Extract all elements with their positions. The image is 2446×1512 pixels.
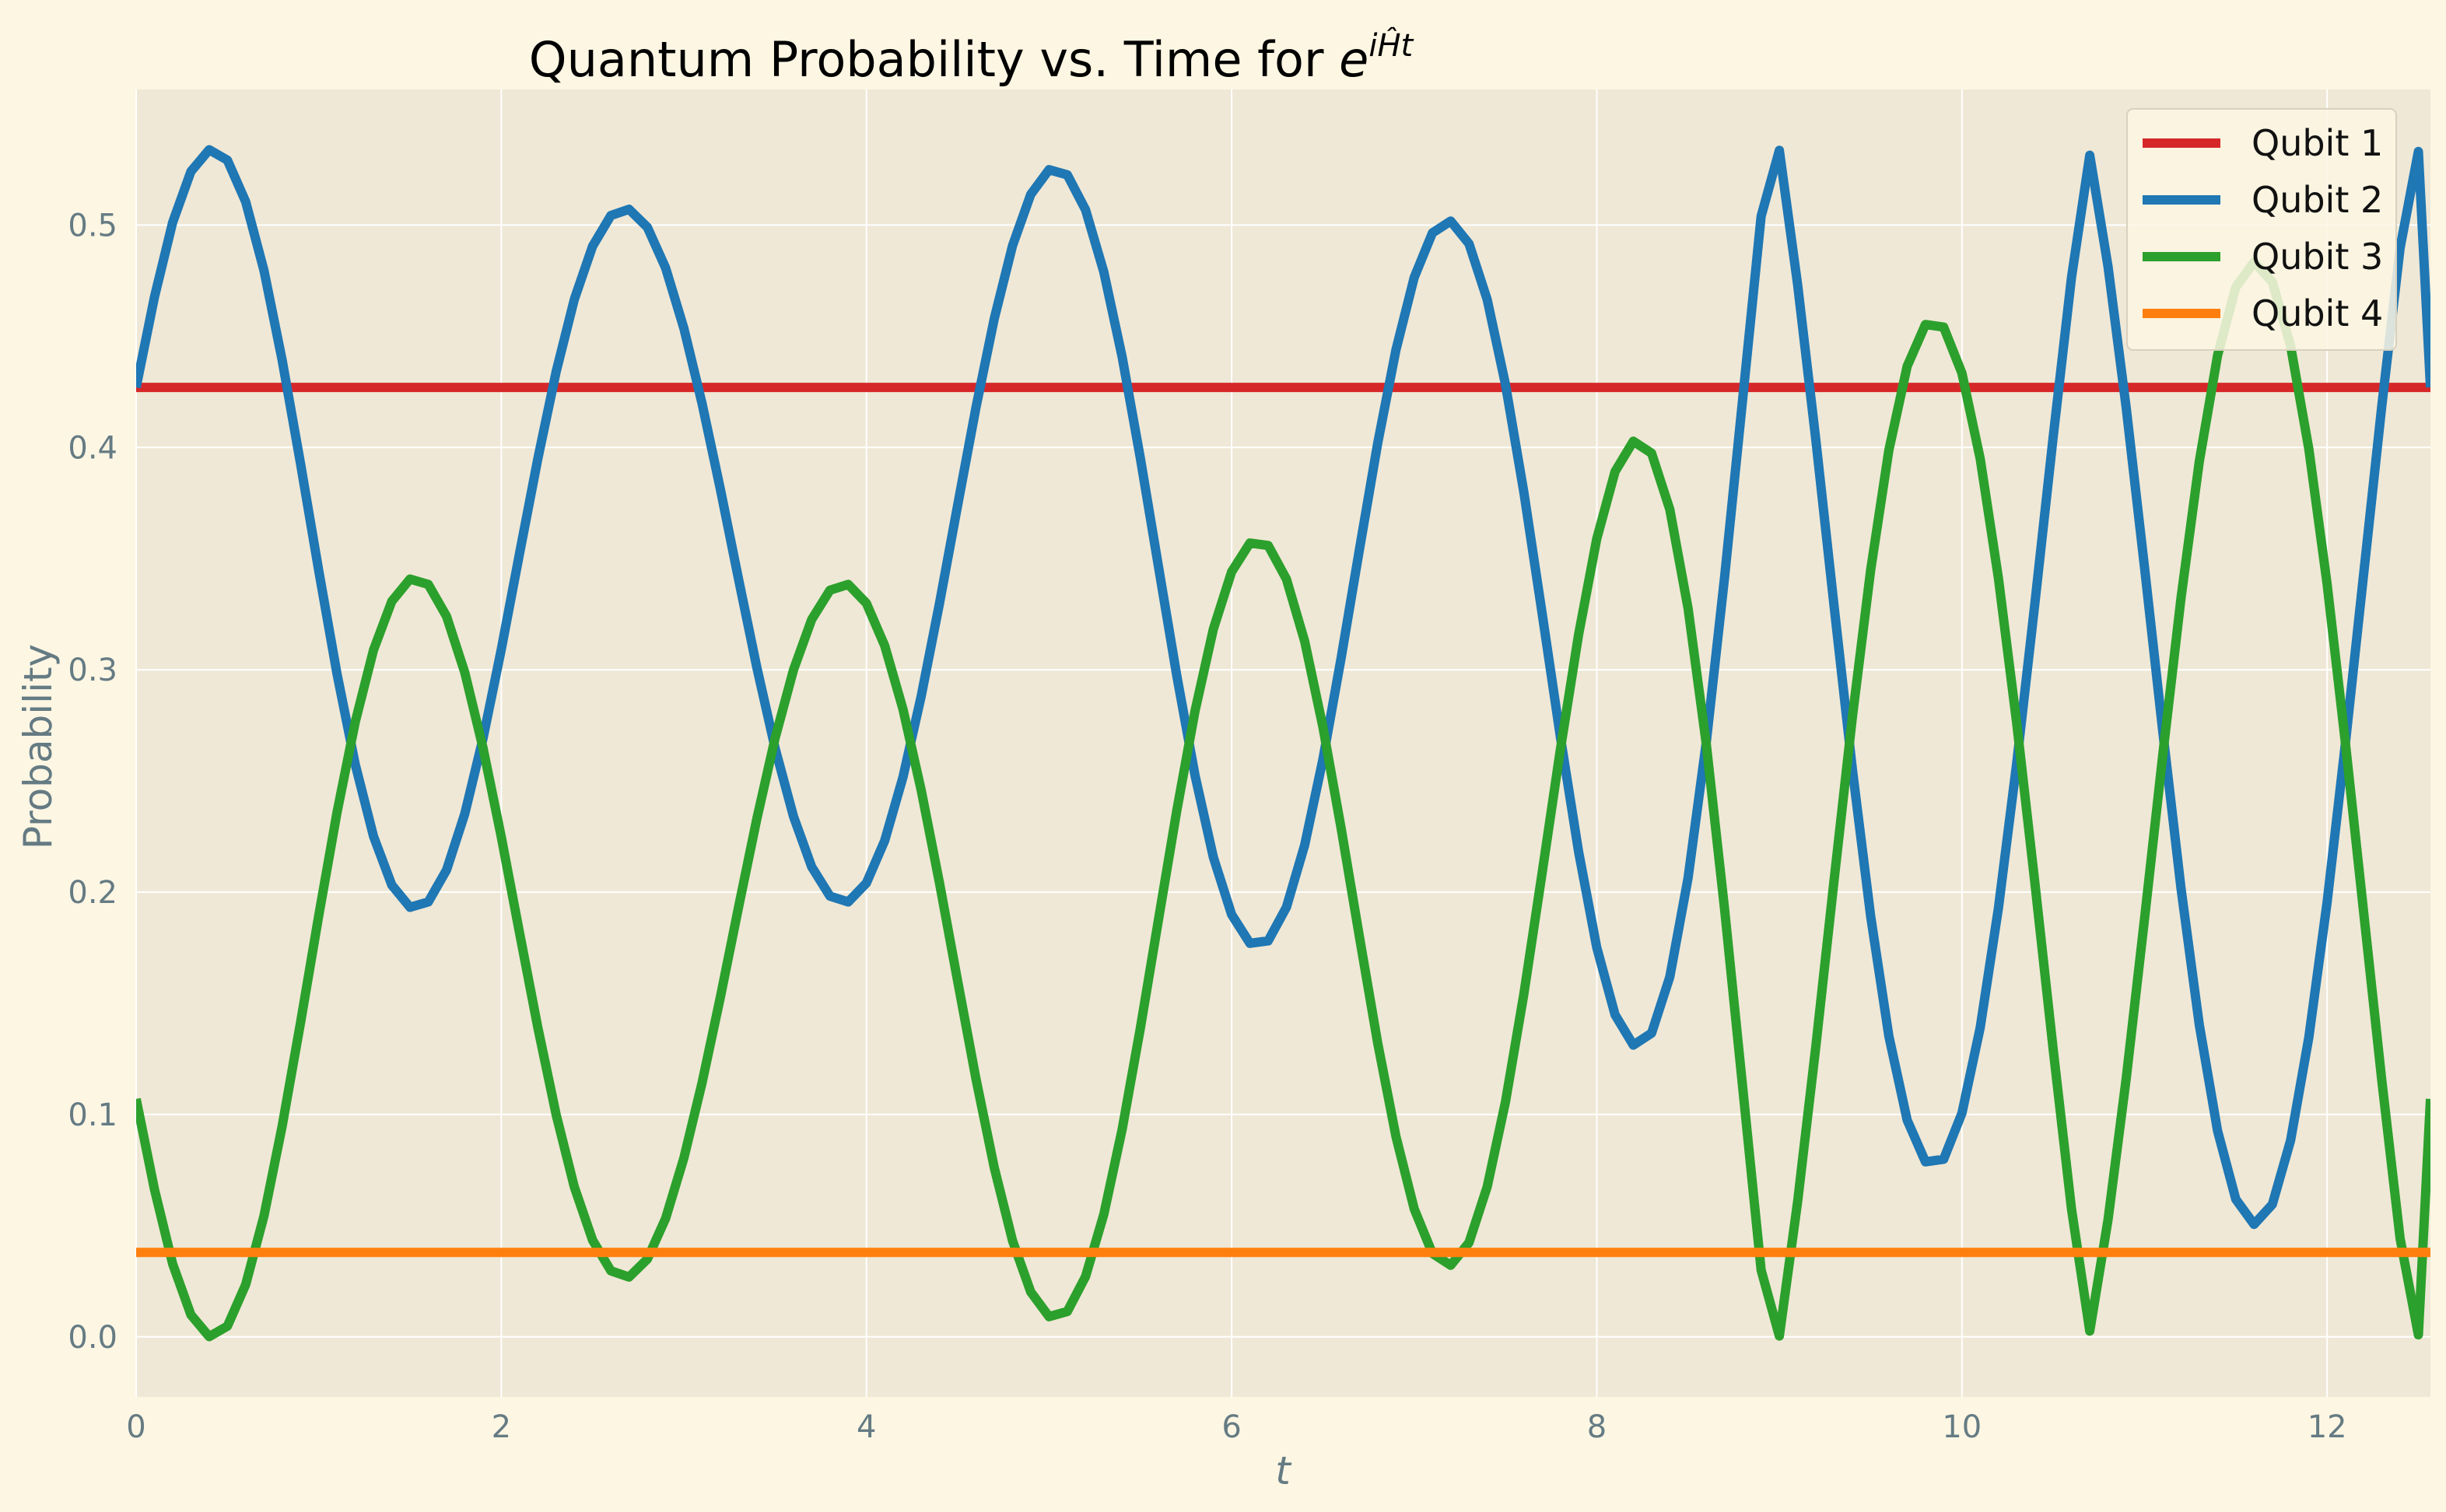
x-tick-label: 4 [857,1409,876,1445]
legend: Qubit 1 Qubit 2 Qubit 3 Qubit 4 [2126,108,2397,351]
grid-lines [135,89,2430,1397]
tick-labels: 0 2 4 6 8 10 12 0.0 0.1 0.2 0.3 0.4 0.5 [68,208,2346,1445]
series-group [136,145,2430,1342]
y-axis-label: Probability [16,644,61,849]
y-tick-label: 0.5 [68,208,117,243]
series-line-2 [136,145,2430,1230]
legend-label: Qubit 4 [2252,292,2383,334]
title-exponent-t: t [1401,28,1414,64]
y-tick-label: 0.2 [68,875,117,911]
y-tick-label: 0.1 [68,1097,117,1133]
legend-label: Qubit 3 [2252,236,2383,278]
title-exponent-H: Ĥ [1377,26,1400,64]
legend-frame [2126,108,2397,351]
title-base: e [1339,31,1368,88]
series-line-3 [136,257,2430,1342]
x-tick-label: 2 [492,1409,511,1445]
y-tick-label: 0.4 [68,430,117,466]
y-tick-label: 0.3 [68,653,117,688]
legend-label: Qubit 2 [2252,179,2383,221]
chart-title: Quantum Probability vs. Time for eiĤt [529,26,1414,88]
x-tick-label: 10 [1942,1409,1982,1445]
x-tick-label: 0 [126,1409,145,1445]
y-tick-label: 0.0 [68,1320,117,1356]
legend-label: Qubit 1 [2252,122,2383,164]
x-tick-label: 6 [1221,1409,1241,1445]
x-tick-label: 12 [2308,1409,2347,1445]
title-exponent-i: i [1368,28,1377,64]
plot-area [136,89,2430,1397]
title-prefix: Quantum Probability vs. Time for [529,31,1339,88]
x-axis-label: t [1275,1448,1292,1493]
x-tick-label: 8 [1587,1409,1607,1445]
